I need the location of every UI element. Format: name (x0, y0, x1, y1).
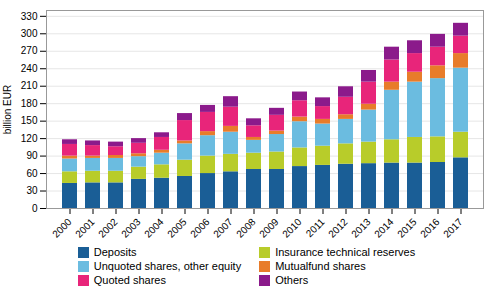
svg-text:60: 60 (26, 168, 38, 179)
svg-text:2013: 2013 (349, 216, 373, 240)
svg-text:2009: 2009 (257, 216, 281, 240)
svg-text:2014: 2014 (372, 216, 396, 240)
svg-text:30: 30 (26, 185, 38, 196)
svg-text:2016: 2016 (418, 216, 442, 240)
svg-text:2000: 2000 (50, 216, 74, 240)
svg-text:0: 0 (32, 203, 38, 214)
svg-text:2015: 2015 (395, 216, 419, 240)
svg-text:2012: 2012 (326, 216, 350, 240)
svg-text:2002: 2002 (96, 216, 120, 240)
svg-text:2006: 2006 (188, 216, 212, 240)
html-text:Others: Others (275, 274, 309, 286)
html-text:Unquoted shares, other equity: Unquoted shares, other equity (93, 260, 242, 272)
html-text:Deposits: Deposits (93, 246, 137, 258)
svg-text:2005: 2005 (165, 216, 189, 240)
svg-text:270: 270 (21, 45, 38, 56)
svg-text:2001: 2001 (73, 216, 97, 240)
svg-text:90: 90 (26, 150, 38, 161)
svg-text:180: 180 (21, 98, 38, 109)
svg-text:210: 210 (21, 80, 38, 91)
svg-text:120: 120 (21, 133, 38, 144)
html-text:Insurance technical reserves: Insurance technical reserves (275, 246, 416, 258)
svg-text:300: 300 (21, 28, 38, 39)
svg-text:150: 150 (21, 115, 38, 126)
svg-text:billion EUR: billion EUR (2, 85, 13, 134)
svg-text:2003: 2003 (119, 216, 143, 240)
svg-text:2011: 2011 (304, 216, 327, 239)
svg-text:240: 240 (21, 63, 38, 74)
svg-text:2010: 2010 (280, 216, 304, 240)
svg-text:2007: 2007 (211, 216, 235, 240)
svg-text:330: 330 (21, 11, 38, 22)
svg-text:2017: 2017 (441, 216, 465, 240)
svg-text:2004: 2004 (142, 216, 166, 240)
html-text:Quoted shares: Quoted shares (93, 274, 166, 286)
svg-text:2008: 2008 (234, 216, 258, 240)
html-text:Mutualfund shares: Mutualfund shares (275, 260, 366, 272)
